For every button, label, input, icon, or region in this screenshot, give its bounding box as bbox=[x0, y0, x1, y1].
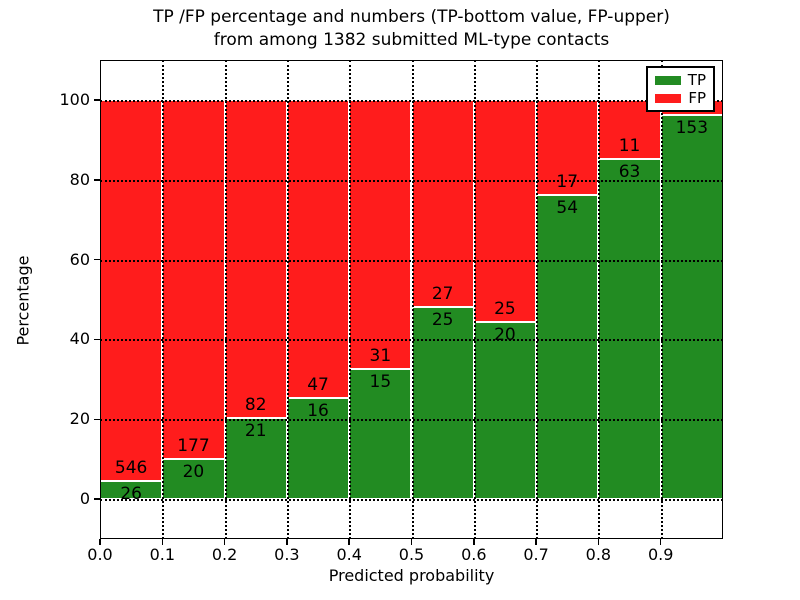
bar-segment-tp bbox=[224, 417, 287, 500]
fp-count-label: 11 bbox=[618, 136, 641, 157]
x-tick-mark bbox=[410, 539, 413, 545]
y-tick-label: 40 bbox=[69, 329, 90, 349]
x-tick-label: 0.8 bbox=[585, 545, 612, 564]
x-tick-mark bbox=[597, 539, 600, 545]
tp-count-label: 15 bbox=[369, 371, 392, 392]
x-gridline bbox=[224, 60, 227, 539]
legend: TP FP bbox=[646, 66, 715, 112]
tp-count-label: 26 bbox=[120, 483, 142, 504]
x-gridline bbox=[349, 60, 352, 539]
legend-item-tp: TP bbox=[655, 72, 706, 88]
bar-segment-fp bbox=[162, 99, 225, 459]
bar-segment-tp bbox=[411, 307, 474, 500]
x-tick-mark bbox=[223, 539, 226, 545]
bar-segment-fp bbox=[100, 99, 163, 481]
x-axis-label: Predicted probability bbox=[328, 566, 495, 585]
y-tick-mark bbox=[94, 99, 100, 101]
tp-count-label: 63 bbox=[618, 162, 641, 183]
x-tick-mark bbox=[286, 539, 288, 545]
y-tick-label: 100 bbox=[59, 89, 90, 109]
x-tick-label: 0.1 bbox=[149, 545, 176, 564]
y-tick-label: 80 bbox=[69, 169, 90, 189]
bar-segment-tp bbox=[536, 195, 599, 500]
fp-count-label: 27 bbox=[431, 284, 454, 305]
tp-count-label: 25 bbox=[431, 310, 454, 331]
bar-segment-fp bbox=[473, 99, 537, 322]
x-gridline bbox=[598, 60, 601, 539]
x-gridline bbox=[162, 60, 165, 539]
y-axis-label: Percentage bbox=[13, 255, 33, 346]
y-tick-mark bbox=[94, 498, 100, 500]
fp-count-label: 31 bbox=[369, 345, 392, 366]
tp-count-label: 21 bbox=[244, 420, 267, 441]
y-tick-mark bbox=[94, 338, 100, 341]
x-tick-mark bbox=[659, 539, 662, 545]
x-tick-mark bbox=[473, 539, 475, 545]
y-tick-mark bbox=[94, 418, 100, 420]
x-tick-label: 0.7 bbox=[523, 545, 549, 564]
x-tick-label: 0.2 bbox=[211, 545, 238, 564]
bar-segment-fp bbox=[286, 99, 350, 398]
tp-count-label: 20 bbox=[494, 324, 516, 345]
bars-layer: 546 26 177 20 82 21 47 16 31 15 27 25 25 20 17 54 11 63 15… bbox=[100, 60, 723, 539]
legend-label-fp: FP bbox=[688, 89, 706, 107]
legend-item-fp: FP bbox=[655, 90, 706, 106]
y-tick-mark bbox=[94, 258, 100, 261]
x-tick-label: 0.9 bbox=[647, 545, 674, 564]
bar-segment-fp bbox=[224, 99, 287, 418]
chart-title-line2: from among 1382 submitted ML-type contac… bbox=[213, 30, 610, 50]
x-tick-label: 0.3 bbox=[274, 545, 300, 564]
tp-count-label: 16 bbox=[307, 400, 329, 421]
chart-title-line1: TP /FP percentage and numbers (TP-bottom… bbox=[153, 7, 670, 27]
x-gridline bbox=[473, 60, 476, 539]
x-gridline bbox=[660, 60, 663, 539]
fp-count-label: 25 bbox=[494, 298, 516, 319]
x-tick-label: 0.4 bbox=[336, 545, 362, 564]
legend-label-tp: TP bbox=[687, 71, 706, 89]
bar-segment-fp bbox=[411, 99, 474, 308]
x-tick-label: 0.5 bbox=[398, 545, 425, 564]
x-tick-mark bbox=[99, 539, 101, 545]
x-gridline bbox=[411, 60, 414, 539]
fp-count-label: 546 bbox=[114, 457, 148, 478]
x-gridline bbox=[536, 60, 539, 539]
tp-count-label: 20 bbox=[182, 461, 205, 482]
tp-color-swatch bbox=[655, 75, 681, 85]
bar-segment-tp bbox=[660, 114, 723, 500]
bar-segment-fp bbox=[349, 99, 412, 369]
x-gridline bbox=[286, 60, 289, 539]
fp-count-label: 177 bbox=[177, 435, 210, 456]
bar-segment-tp bbox=[473, 321, 537, 500]
bar-segment-tp bbox=[598, 159, 661, 500]
y-tick-label: 20 bbox=[69, 409, 90, 429]
tp-count-label: 153 bbox=[675, 117, 709, 138]
x-tick-mark bbox=[348, 539, 350, 545]
bar-segment-tp bbox=[162, 458, 225, 500]
chart-title: TP /FP percentage and numbers (TP-bottom… bbox=[100, 6, 723, 52]
x-tick-label: 0.0 bbox=[87, 545, 113, 564]
tp-count-label: 54 bbox=[556, 198, 579, 219]
y-tick-mark bbox=[94, 179, 100, 181]
x-tick-mark bbox=[161, 539, 164, 545]
fp-count-label: 82 bbox=[244, 394, 267, 415]
plot-area: 546 26 177 20 82 21 47 16 31 15 27 25 25 20 17 54 11 63 15… bbox=[100, 60, 723, 539]
fp-count-label: 47 bbox=[307, 374, 329, 395]
y-tick-label: 0 bbox=[79, 489, 90, 509]
fp-color-swatch bbox=[655, 93, 682, 103]
fp-count-label: 17 bbox=[556, 172, 579, 193]
x-tick-label: 0.6 bbox=[461, 545, 487, 564]
x-tick-mark bbox=[535, 539, 537, 545]
y-tick-label: 60 bbox=[69, 249, 90, 269]
